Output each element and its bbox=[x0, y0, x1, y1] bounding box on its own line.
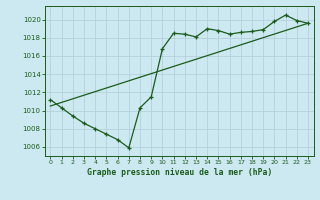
X-axis label: Graphe pression niveau de la mer (hPa): Graphe pression niveau de la mer (hPa) bbox=[87, 168, 272, 177]
